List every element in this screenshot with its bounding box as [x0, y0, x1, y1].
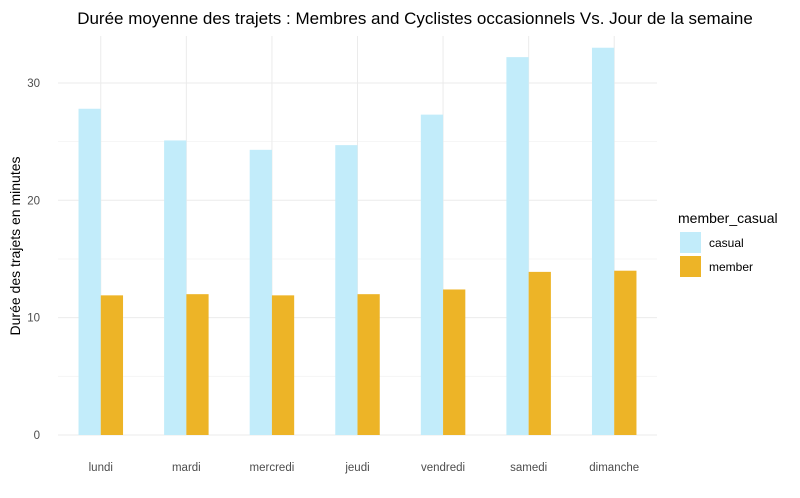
bar-member-jeudi [357, 294, 380, 435]
x-axis-ticks: lundi mardi mercredi jeudi vendredi samedi dim… [89, 462, 640, 474]
bar-member-samedi [528, 271, 551, 435]
bars [78, 47, 637, 436]
y-axis-label: Durée des trajets en minutes [7, 157, 23, 336]
bar-member-mardi [186, 294, 209, 435]
legend-key-member [680, 256, 701, 277]
legend-key-casual [680, 232, 701, 253]
y-tick-label: 30 [27, 78, 40, 90]
bar-casual-vendredi [420, 114, 444, 436]
x-tick-label: mercredi [250, 462, 295, 474]
y-axis-ticks: 0 10 20 30 [27, 78, 40, 442]
bar-casual-mercredi [249, 149, 272, 436]
x-tick-label: dimanche [589, 462, 639, 474]
bar-casual-mardi [164, 140, 187, 435]
bar-member-mercredi [271, 295, 295, 435]
bar-casual-lundi [78, 108, 101, 436]
x-tick-label: jeudi [344, 462, 369, 474]
x-tick-label: lundi [89, 462, 113, 474]
y-tick-label: 0 [34, 430, 40, 442]
bar-member-vendredi [443, 289, 466, 435]
x-tick-label: samedi [510, 462, 547, 474]
y-tick-label: 20 [27, 195, 40, 207]
legend-title: member_casual [678, 210, 778, 226]
legend: member_casual casual member [678, 210, 778, 277]
y-tick-label: 10 [27, 313, 40, 325]
legend-label-casual: casual [709, 236, 744, 250]
bar-casual-samedi [506, 57, 529, 435]
bar-casual-dimanche [591, 47, 615, 436]
bar-member-dimanche [614, 270, 637, 435]
x-tick-label: vendredi [421, 462, 465, 474]
legend-label-member: member [709, 260, 753, 274]
x-tick-label: mardi [172, 462, 201, 474]
bar-casual-jeudi [335, 145, 358, 435]
bar-member-lundi [100, 295, 124, 435]
chart-title: Durée moyenne des trajets : Membres and … [77, 9, 753, 28]
